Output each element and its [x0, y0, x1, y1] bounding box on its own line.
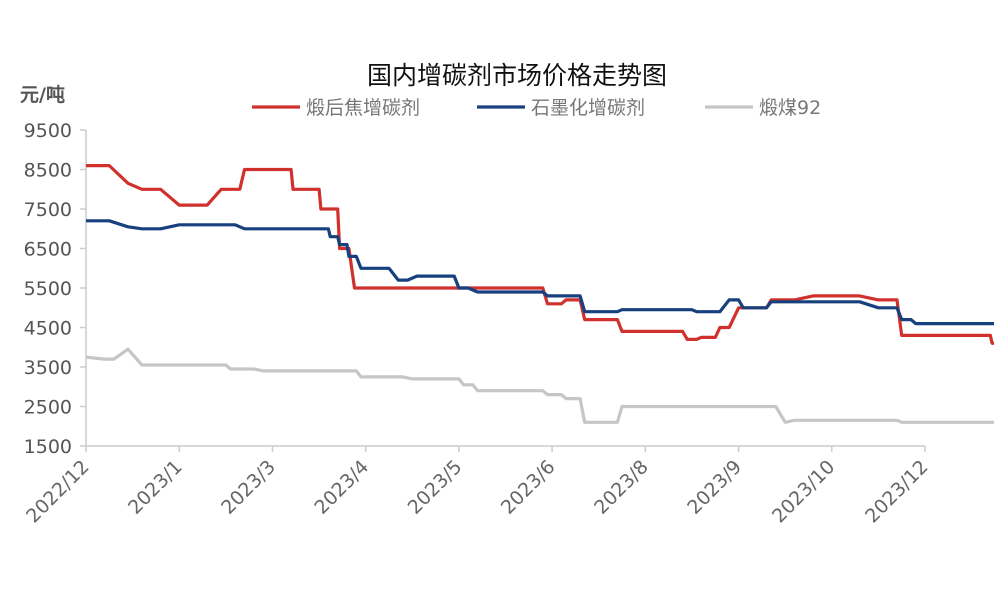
y-tick-label: 2500 [24, 397, 72, 419]
y-tick-label: 3500 [24, 357, 72, 379]
series-group [85, 164, 994, 424]
x-tick-label: 2023/8 [590, 456, 653, 519]
x-tick-label: 2023/6 [497, 456, 560, 519]
x-tick-label: 2023/5 [404, 456, 467, 519]
x-tick-label: 2023/10 [768, 456, 839, 527]
x-tick-label: 2023/4 [310, 456, 373, 519]
y-tick-label: 5500 [24, 278, 72, 300]
y-tick-label: 1500 [24, 436, 72, 458]
x-tick-label: 2023/9 [683, 456, 746, 519]
y-tick-label: 8500 [24, 160, 72, 182]
y-tick-label: 7500 [24, 199, 72, 221]
chart-title: 国内增碳剂市场价格走势图 [367, 61, 667, 90]
x-tick-label: 2023/3 [217, 456, 280, 519]
legend-label-1: 煅后焦增碳剂 [306, 97, 420, 119]
x-tick-label: 2023/1 [124, 456, 187, 519]
legend: 煅后焦增碳剂 石墨化增碳剂 煅煤92 [252, 97, 821, 119]
y-axis: 1500 2500 3500 4500 5500 6500 7500 8500 9500 [24, 120, 87, 458]
legend-label-3: 煅煤92 [759, 97, 821, 119]
x-tick-label: 2023/12 [861, 456, 932, 527]
y-tick-label: 6500 [24, 239, 72, 261]
series-line-3 [85, 347, 994, 424]
y-tick-label: 4500 [24, 318, 72, 340]
x-axis: 2022/12 2023/1 2023/3 2023/4 2023/5 2023/6 202… [22, 445, 933, 527]
y-axis-unit: 元/吨 [20, 83, 65, 106]
legend-label-2: 石墨化增碳剂 [531, 97, 645, 119]
y-tick-label: 9500 [24, 120, 72, 142]
series-line-2 [86, 219, 994, 326]
x-tick-label: 2022/12 [22, 456, 93, 527]
series-line-1 [86, 164, 994, 345]
